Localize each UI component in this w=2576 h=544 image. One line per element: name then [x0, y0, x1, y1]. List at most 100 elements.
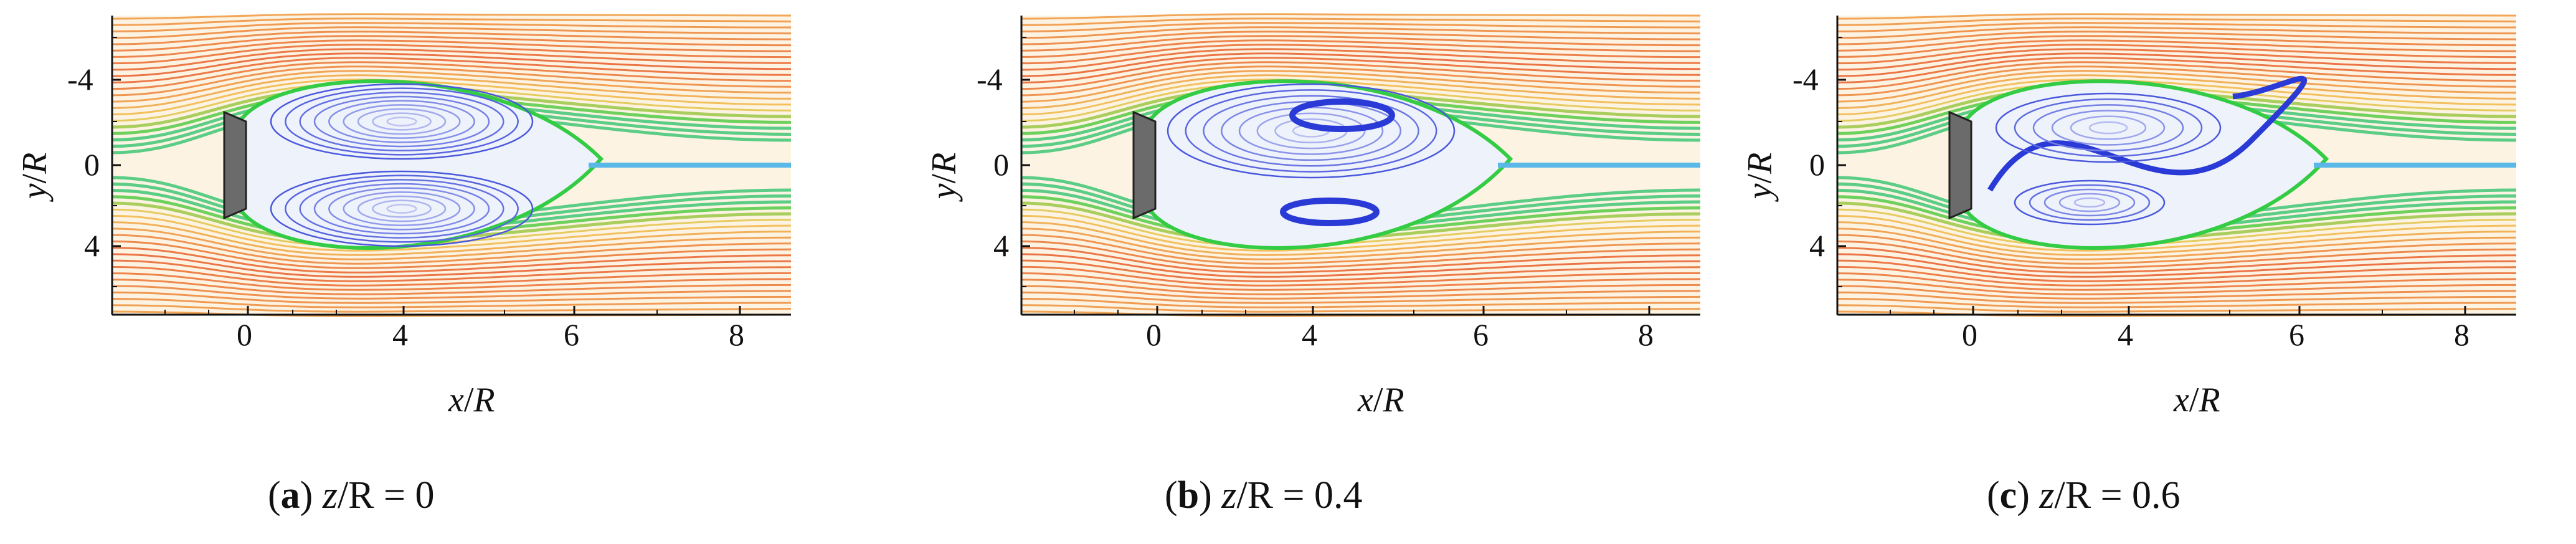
streamline	[111, 240, 792, 269]
y-tick-label: 4	[993, 228, 1009, 263]
streamline	[1021, 48, 1701, 71]
vortex-lower	[386, 204, 417, 214]
vortex-lower	[285, 174, 519, 243]
y-tick-label: 0	[993, 147, 1009, 182]
streamline	[111, 253, 792, 278]
y-axis-label-c: y/R	[1740, 152, 1779, 199]
vortex-upper	[1995, 92, 2222, 163]
streamline	[1837, 234, 2517, 265]
bluff-body	[1132, 110, 1157, 220]
y-tick-label: 4	[1809, 228, 1825, 263]
x-tick-label: 0	[1962, 317, 1977, 352]
x-tick-label: 0	[237, 317, 252, 352]
vortex-lower	[2058, 193, 2121, 212]
x-tick-label: 6	[1473, 317, 1489, 352]
vortex-upper	[2051, 110, 2166, 146]
streamline	[1837, 285, 2517, 300]
streamline	[1837, 74, 2517, 109]
x-tick-label: 8	[1638, 317, 1654, 352]
streamline-plot-b	[1020, 13, 1701, 317]
y-tick-label: -4	[67, 62, 93, 97]
streamline	[111, 272, 792, 291]
vortex-upper	[386, 117, 417, 126]
y-axis-label-a: y/R	[15, 152, 54, 199]
streamline	[1021, 52, 1701, 77]
streamline	[1837, 48, 2517, 71]
streamline	[1837, 22, 2517, 32]
streamline	[1021, 61, 1701, 90]
vortex-lower	[313, 183, 490, 235]
streamline	[1837, 298, 2517, 308]
streamline	[1021, 240, 1701, 269]
streamline	[1021, 221, 1701, 256]
x-tick-label: 4	[2118, 317, 2133, 352]
streamline	[1837, 17, 2517, 26]
streamline	[111, 279, 792, 295]
streamline	[111, 17, 792, 26]
streamline	[1837, 227, 2517, 260]
streamline	[111, 52, 792, 77]
streamline	[1021, 304, 1701, 313]
streamline	[111, 48, 792, 71]
vortex-upper	[328, 100, 475, 143]
vortex-lower	[328, 187, 475, 231]
streamline	[1837, 253, 2517, 278]
caption-a: (a) z/R = 0	[268, 474, 435, 517]
vortex-lower	[270, 170, 534, 247]
x-tick-label: 0	[1146, 317, 1162, 352]
streamline	[1837, 52, 2517, 77]
streamline	[111, 65, 792, 97]
bluff-body	[223, 110, 247, 220]
streamline	[1837, 61, 2517, 90]
vortex-upper	[299, 92, 504, 151]
streamline	[1837, 44, 2517, 65]
vortex-upper	[372, 112, 432, 131]
streamline	[1021, 22, 1701, 32]
streamline	[111, 13, 792, 20]
streamline	[1837, 13, 2517, 20]
streamline	[1021, 39, 1701, 58]
streamline	[111, 304, 792, 313]
streamline	[1837, 26, 2517, 39]
streamline-plot-c	[1836, 13, 2517, 317]
streamline	[1837, 240, 2517, 269]
streamline	[1021, 13, 1701, 20]
streamline	[111, 57, 792, 84]
vortex-lower	[343, 191, 461, 226]
streamline	[111, 35, 792, 52]
streamline	[111, 70, 792, 103]
streamline	[1021, 247, 1701, 274]
recirculation-bubble	[1147, 79, 1513, 250]
vortex-lower	[299, 179, 504, 239]
vortex-upper	[343, 104, 461, 139]
x-tick-label: 8	[729, 317, 744, 352]
streamline	[1837, 259, 2517, 282]
vortex-lower	[2043, 188, 2136, 217]
streamline	[111, 234, 792, 265]
panel-c: y/R -4 0 4 0 4 6 8 x/R (c) z/R = 0.6	[1725, 0, 2566, 544]
streamline	[1021, 70, 1701, 103]
streamline	[111, 44, 792, 65]
streamline	[111, 31, 792, 45]
streamline	[111, 298, 792, 308]
vortex-core-upper	[1289, 98, 1395, 132]
streamline	[111, 61, 792, 90]
x-tick-label: 8	[2454, 317, 2469, 352]
streamline	[111, 74, 792, 109]
streamline	[1021, 35, 1701, 52]
vortex-upper	[1256, 112, 1366, 150]
streamline	[1021, 17, 1701, 26]
streamline	[1837, 265, 2517, 287]
y-tick-label: 0	[1809, 147, 1825, 182]
x-tick-label: 6	[2289, 317, 2304, 352]
vortex-upper	[2032, 104, 2184, 151]
streamline-plot-a	[111, 13, 792, 317]
streamline	[1021, 57, 1701, 84]
x-axis-label-b: x/R	[1358, 381, 1404, 419]
vortex-upper	[2088, 121, 2128, 135]
streamline	[111, 214, 792, 252]
streamline	[1837, 272, 2517, 291]
streamline	[111, 265, 792, 287]
streamline	[111, 285, 792, 300]
streamline	[1837, 57, 2517, 84]
